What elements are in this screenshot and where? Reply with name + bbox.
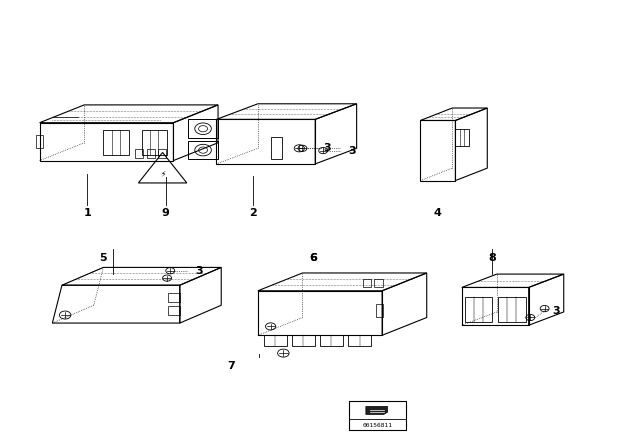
Text: 4: 4 bbox=[434, 208, 442, 219]
Text: 3: 3 bbox=[552, 306, 560, 316]
Text: 2: 2 bbox=[249, 208, 257, 219]
Text: 7: 7 bbox=[227, 361, 235, 370]
Text: 6: 6 bbox=[310, 253, 317, 263]
Text: 3: 3 bbox=[323, 143, 331, 153]
Text: 9: 9 bbox=[162, 208, 170, 219]
Text: 8: 8 bbox=[488, 253, 496, 263]
Text: 6: 6 bbox=[310, 253, 317, 263]
Polygon shape bbox=[366, 406, 388, 414]
Text: 3: 3 bbox=[196, 266, 204, 276]
Text: ⚡: ⚡ bbox=[160, 169, 165, 178]
Text: 1: 1 bbox=[84, 208, 92, 219]
Text: 00156811: 00156811 bbox=[362, 423, 392, 428]
Text: 5: 5 bbox=[100, 253, 107, 263]
Text: 3: 3 bbox=[349, 146, 356, 155]
